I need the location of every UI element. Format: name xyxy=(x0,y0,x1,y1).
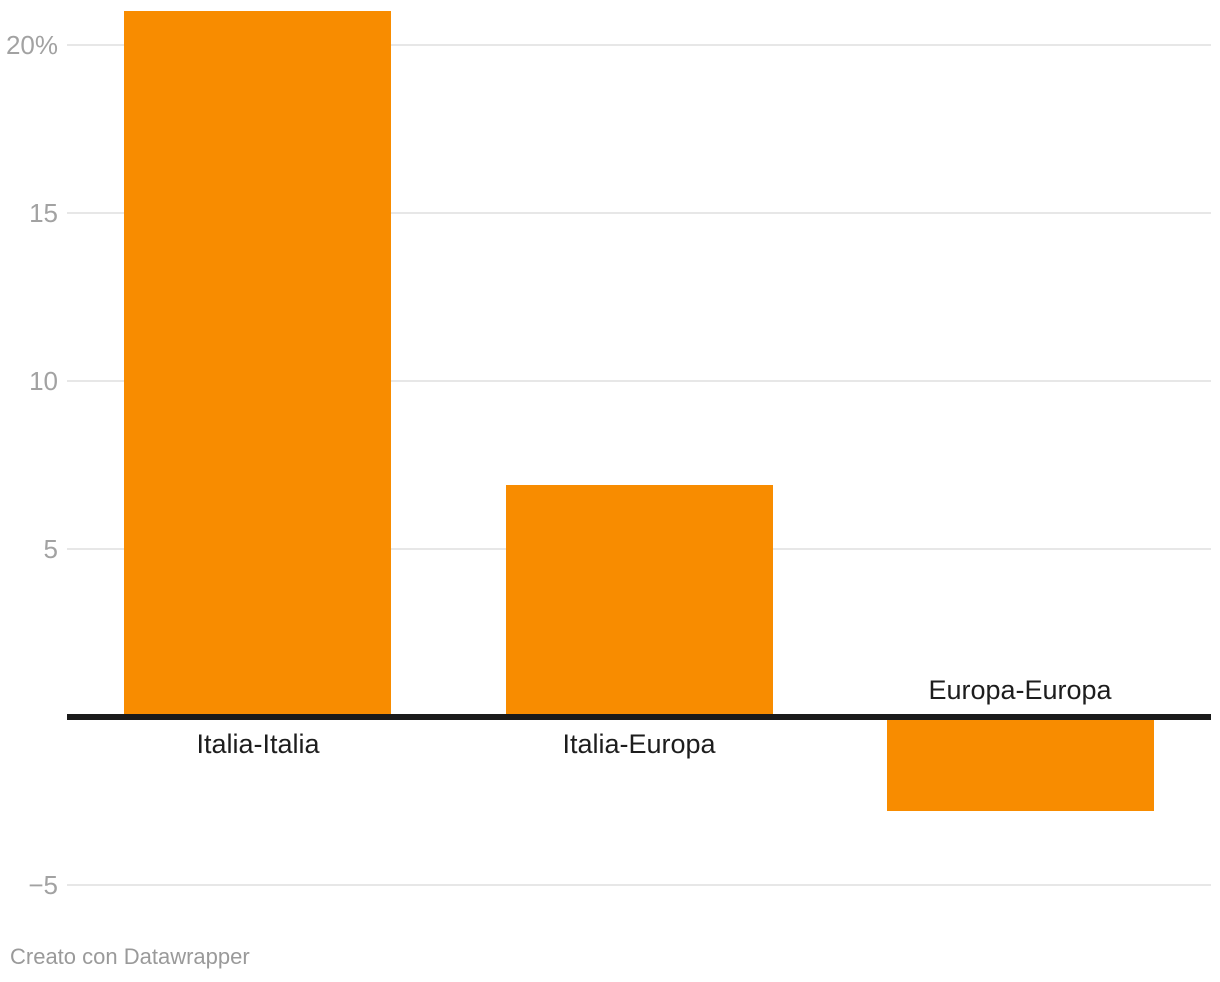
y-tick-label: 5 xyxy=(43,534,58,564)
chart-attribution: Creato con Datawrapper xyxy=(10,944,250,969)
gridline xyxy=(67,884,1211,886)
category-label: Italia-Europa xyxy=(562,729,716,759)
y-tick-label: 20% xyxy=(5,30,58,60)
bar[interactable] xyxy=(506,485,773,717)
bar[interactable] xyxy=(887,717,1154,811)
x-axis-line xyxy=(67,714,1211,720)
bar[interactable] xyxy=(124,11,391,717)
gridline xyxy=(67,212,1211,214)
category-label: Europa-Europa xyxy=(928,675,1112,705)
y-tick-label: 10 xyxy=(29,366,58,396)
y-tick-label: −5 xyxy=(28,870,58,900)
y-tick-label: 15 xyxy=(29,198,58,228)
gridline xyxy=(67,44,1211,46)
category-label: Italia-Italia xyxy=(196,729,320,759)
gridline xyxy=(67,380,1211,382)
